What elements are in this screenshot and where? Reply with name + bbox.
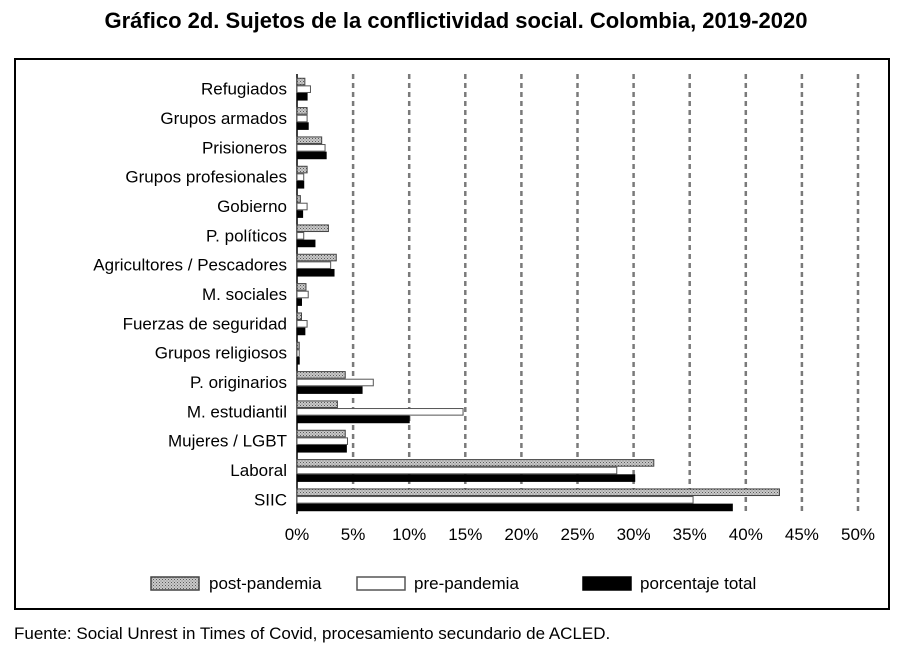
bar-porcentaje-total bbox=[296, 415, 410, 424]
bar-porcentaje-total bbox=[296, 180, 305, 189]
bar-pre-pandemia bbox=[296, 466, 618, 475]
bar-pre-pandemia bbox=[296, 437, 348, 445]
bar-porcentaje-total bbox=[296, 239, 316, 248]
bar-pre-pandemia bbox=[296, 290, 309, 299]
category-label: P. políticos bbox=[206, 226, 287, 245]
bar-porcentaje-total bbox=[296, 298, 302, 306]
x-tick-label: 50% bbox=[841, 525, 875, 544]
bar-post-pandemia bbox=[296, 371, 346, 379]
bar-post-pandemia bbox=[296, 459, 655, 467]
bar-pre-pandemia bbox=[296, 349, 300, 357]
category-label: P. originarios bbox=[190, 373, 287, 392]
bar-porcentaje-total bbox=[296, 122, 309, 130]
bar-pre-pandemia bbox=[296, 173, 305, 181]
bar-pre-pandemia bbox=[296, 378, 374, 387]
category-label: Grupos religiosos bbox=[155, 344, 287, 363]
bar-porcentaje-total bbox=[296, 327, 306, 336]
bar-porcentaje-total bbox=[296, 268, 335, 277]
legend: post-pandemia pre-pandemia porcentaje tota… bbox=[150, 574, 756, 593]
gridlines bbox=[296, 74, 860, 514]
x-tick-label: 25% bbox=[560, 525, 594, 544]
legend-swatch bbox=[356, 576, 406, 591]
bar-post-pandemia bbox=[296, 136, 323, 145]
category-label: Grupos armados bbox=[160, 109, 287, 128]
bar-porcentaje-total bbox=[296, 151, 327, 160]
bar-pre-pandemia bbox=[296, 496, 694, 504]
category-label: Prisioneros bbox=[202, 138, 287, 157]
legend-label: post-pandemia bbox=[209, 574, 322, 593]
bar-pre-pandemia bbox=[296, 144, 326, 152]
x-tick-label: 10% bbox=[392, 525, 426, 544]
bar-pre-pandemia bbox=[296, 85, 311, 93]
category-labels: Refugiados Grupos armados Prisioneros Grupo… bbox=[93, 80, 287, 510]
category-label: M. estudiantil bbox=[187, 402, 287, 421]
bar-porcentaje-total bbox=[296, 386, 363, 394]
bar-post-pandemia bbox=[296, 107, 308, 115]
bar-post-pandemia bbox=[296, 77, 306, 86]
bar-pre-pandemia bbox=[296, 232, 305, 240]
legend-label: porcentaje total bbox=[640, 574, 756, 593]
bar-porcentaje-total bbox=[296, 474, 636, 482]
bar-pre-pandemia bbox=[296, 202, 308, 211]
x-tick-label: 20% bbox=[504, 525, 538, 544]
category-label: M. sociales bbox=[202, 285, 287, 304]
category-label: Laboral bbox=[230, 461, 287, 480]
bar-pre-pandemia bbox=[296, 320, 308, 328]
category-label: Fuerzas de seguridad bbox=[123, 314, 287, 333]
legend-swatch bbox=[582, 576, 632, 591]
bar-post-pandemia bbox=[296, 253, 337, 262]
x-tick-label: 15% bbox=[448, 525, 482, 544]
bar-pre-pandemia bbox=[296, 408, 464, 416]
bar-post-pandemia bbox=[296, 312, 302, 321]
bar-porcentaje-total bbox=[296, 92, 308, 101]
bar-porcentaje-total bbox=[296, 210, 304, 218]
chart-frame bbox=[14, 58, 890, 610]
bar-porcentaje-total bbox=[296, 444, 347, 453]
x-tick-label: 40% bbox=[729, 525, 763, 544]
x-tick-label: 30% bbox=[617, 525, 651, 544]
category-label: Refugiados bbox=[201, 80, 287, 99]
bar-post-pandemia bbox=[296, 283, 307, 291]
category-label: Agricultores / Pescadores bbox=[93, 256, 287, 275]
bar-post-pandemia bbox=[296, 341, 300, 350]
bar-porcentaje-total bbox=[296, 356, 300, 365]
bar-post-pandemia bbox=[296, 195, 301, 203]
x-tick-label: 0% bbox=[285, 525, 310, 544]
bar-pre-pandemia bbox=[296, 261, 332, 269]
category-label: Gobierno bbox=[217, 197, 287, 216]
category-label: Mujeres / LGBT bbox=[168, 432, 287, 451]
x-tick-label: 45% bbox=[785, 525, 819, 544]
bar-post-pandemia bbox=[296, 429, 346, 438]
bar-post-pandemia bbox=[296, 488, 780, 497]
legend-label: pre-pandemia bbox=[414, 574, 519, 593]
x-tick-label: 35% bbox=[673, 525, 707, 544]
bar-post-pandemia bbox=[296, 224, 329, 233]
x-tick-label: 5% bbox=[341, 525, 366, 544]
bar-pre-pandemia bbox=[296, 114, 308, 123]
bar-chart: Refugiados Grupos armados Prisioneros Grupo… bbox=[93, 74, 875, 593]
bar-post-pandemia bbox=[296, 165, 308, 174]
x-tick-labels: 0% 5% 10% 15% 20% 25% 30% 35% 40% 45% 50% bbox=[285, 525, 875, 544]
category-label: Grupos profesionales bbox=[125, 168, 287, 187]
source-note: Fuente: Social Unrest in Times of Covid,… bbox=[14, 624, 611, 643]
legend-swatch bbox=[150, 576, 200, 591]
bar-porcentaje-total bbox=[296, 503, 733, 512]
category-label: SIIC bbox=[254, 490, 287, 509]
bars bbox=[296, 77, 780, 512]
bar-post-pandemia bbox=[296, 400, 338, 409]
chart-title: Gráfico 2d. Sujetos de la conflictividad… bbox=[104, 8, 808, 33]
